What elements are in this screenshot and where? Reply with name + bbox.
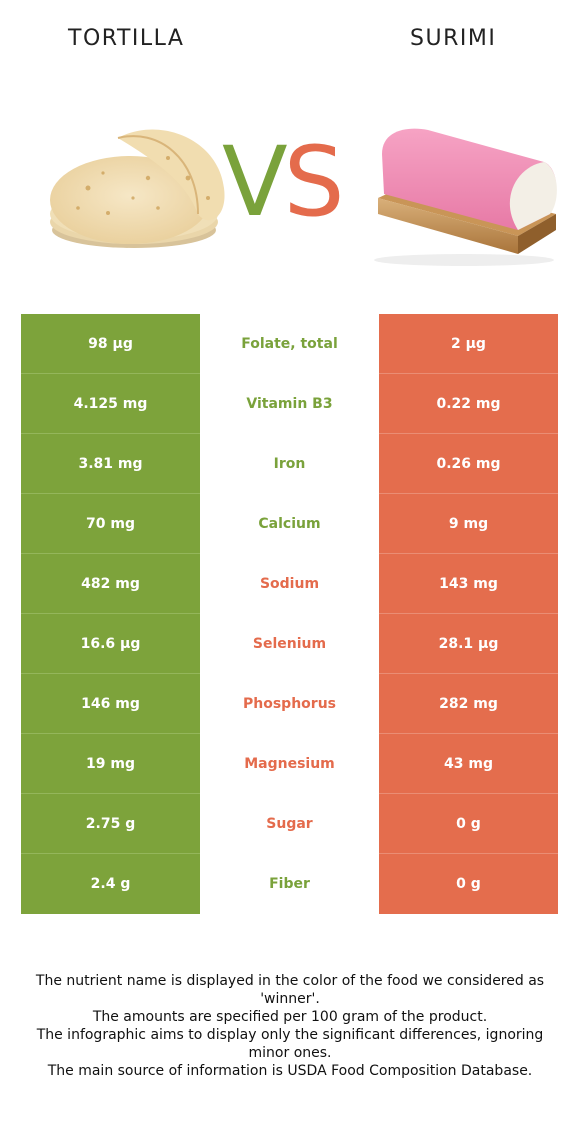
nutrient-table: 98 µg Folate, total 2 µg 4.125 mg Vitamin B3…: [21, 314, 558, 914]
right-value: 0 g: [379, 794, 558, 854]
footer-note-4: The main source of information is USDA F…: [47, 1063, 533, 1079]
left-value: 482 mg: [21, 554, 200, 614]
right-value: 282 mg: [379, 674, 558, 734]
surimi-image: [374, 128, 557, 266]
vs-label: VS: [222, 132, 345, 232]
nutrient-name: Phosphorus: [200, 674, 379, 734]
table-row: 2.75 g Sugar 0 g: [21, 794, 558, 854]
tortilla-image: [50, 129, 225, 248]
right-value: 143 mg: [379, 554, 558, 614]
left-value: 16.6 µg: [21, 614, 200, 674]
vs-v: V: [222, 126, 288, 238]
nutrient-name: Magnesium: [200, 734, 379, 794]
left-value: 2.75 g: [21, 794, 200, 854]
right-value: 0 g: [379, 854, 558, 914]
table-row: 98 µg Folate, total 2 µg: [21, 314, 558, 374]
table-row: 482 mg Sodium 143 mg: [21, 554, 558, 614]
nutrient-name: Iron: [200, 434, 379, 494]
nutrient-name: Folate, total: [200, 314, 379, 374]
left-value: 146 mg: [21, 674, 200, 734]
table-row: 4.125 mg Vitamin B3 0.22 mg: [21, 374, 558, 434]
left-food-title: TORTILLA: [68, 26, 185, 51]
nutrient-name: Selenium: [200, 614, 379, 674]
table-row: 146 mg Phosphorus 282 mg: [21, 674, 558, 734]
left-value: 70 mg: [21, 494, 200, 554]
nutrient-name: Sodium: [200, 554, 379, 614]
footer-note-3: The infographic aims to display only the…: [36, 1027, 544, 1061]
vs-s: S: [283, 126, 345, 238]
right-food-title: SURIMI: [410, 26, 497, 51]
right-value: 0.26 mg: [379, 434, 558, 494]
footer-note-1: The nutrient name is displayed in the co…: [35, 973, 545, 1007]
table-row: 3.81 mg Iron 0.26 mg: [21, 434, 558, 494]
right-value: 9 mg: [379, 494, 558, 554]
nutrient-name: Sugar: [200, 794, 379, 854]
left-value: 19 mg: [21, 734, 200, 794]
nutrient-name: Vitamin B3: [200, 374, 379, 434]
left-value: 4.125 mg: [21, 374, 200, 434]
nutrient-name: Fiber: [200, 854, 379, 914]
right-value: 43 mg: [379, 734, 558, 794]
footer-notes: The nutrient name is displayed in the co…: [16, 972, 564, 1080]
table-row: 70 mg Calcium 9 mg: [21, 494, 558, 554]
table-row: 16.6 µg Selenium 28.1 µg: [21, 614, 558, 674]
table-row: 2.4 g Fiber 0 g: [21, 854, 558, 914]
nutrient-name: Calcium: [200, 494, 379, 554]
right-value: 0.22 mg: [379, 374, 558, 434]
right-value: 2 µg: [379, 314, 558, 374]
left-value: 2.4 g: [21, 854, 200, 914]
footer-note-2: The amounts are specified per 100 gram o…: [92, 1009, 488, 1025]
right-value: 28.1 µg: [379, 614, 558, 674]
left-value: 98 µg: [21, 314, 200, 374]
table-row: 19 mg Magnesium 43 mg: [21, 734, 558, 794]
left-value: 3.81 mg: [21, 434, 200, 494]
